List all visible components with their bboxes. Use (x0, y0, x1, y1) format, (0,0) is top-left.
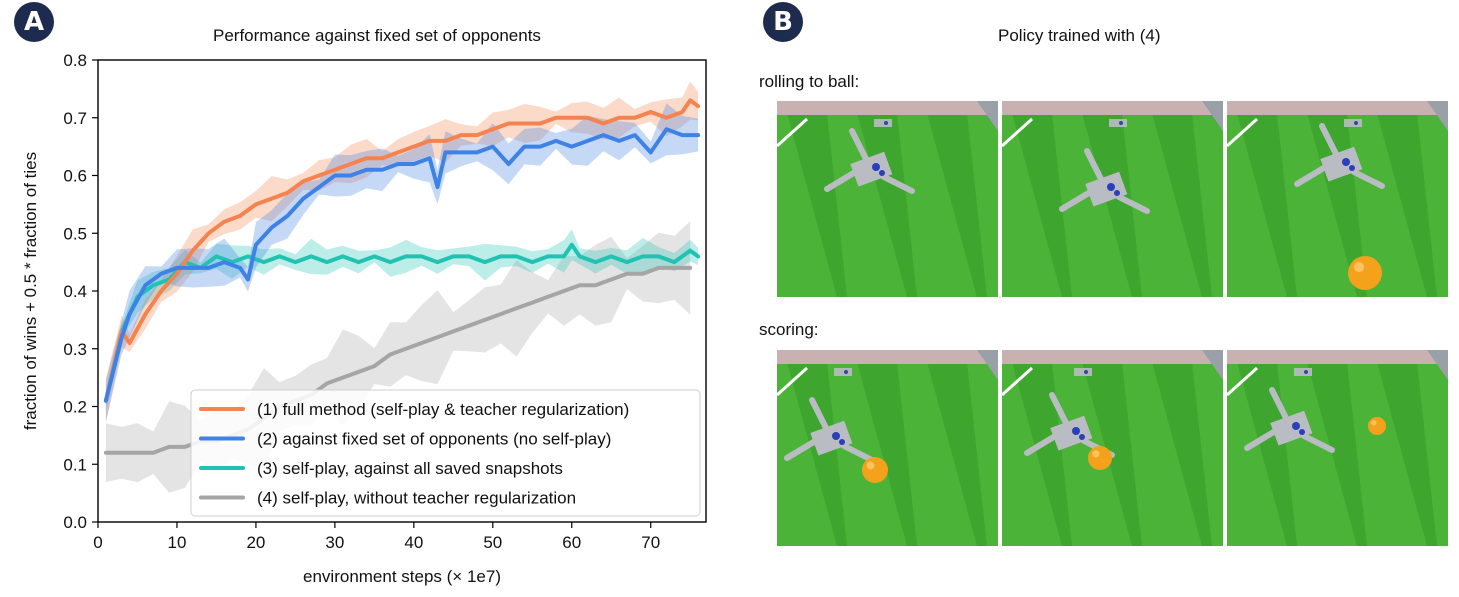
series-1-line (103, 98, 701, 403)
y-tick-label: 0.1 (63, 455, 87, 474)
y-tick-label: 0.2 (63, 398, 87, 417)
frame-rolling-3 (1227, 101, 1448, 297)
series-2-line (103, 127, 701, 403)
y-tick-label: 0.5 (63, 224, 87, 243)
y-tick-label: 0.0 (63, 513, 87, 532)
robot-icon (1059, 148, 1150, 214)
robot-icon (1024, 392, 1115, 458)
panel-b-title: Policy trained with (4) (998, 26, 1161, 45)
x-tick-label: 60 (562, 533, 581, 552)
legend-box (190, 389, 701, 517)
frame-scoring-2 (1002, 350, 1223, 546)
x-tick-label: 50 (483, 533, 502, 552)
x-tick-label: 20 (246, 533, 265, 552)
robot-icon (824, 128, 915, 194)
x-tick-label: 0 (93, 533, 102, 552)
ball-icon (1348, 256, 1382, 290)
legend-label-4: (4) self-play, without teacher regulariz… (257, 489, 576, 508)
chart-title: Performance against fixed set of opponen… (213, 26, 541, 45)
series-3-line (103, 242, 701, 403)
y-tick-label: 0.4 (63, 282, 87, 301)
y-tick-label: 0.3 (63, 340, 87, 359)
y-axis-label: fraction of wins + 0.5 * fraction of tie… (21, 152, 40, 430)
frame-rolling-2 (1002, 101, 1223, 297)
frame-rolling-1 (777, 101, 998, 297)
panel-a-badge: A (14, 2, 54, 42)
frame-scoring-1 (777, 350, 998, 546)
ball-icon (1088, 446, 1112, 470)
panel-b-badge: B (763, 2, 803, 42)
y-tick-label: 0.8 (63, 51, 87, 70)
robot-icon (784, 397, 875, 463)
legend-label-3: (3) self-play, against all saved snapsho… (257, 459, 563, 478)
row-label-rolling: rolling to ball: (759, 72, 860, 91)
x-tick-label: 70 (641, 533, 660, 552)
ball-icon (1368, 417, 1386, 435)
series-3-band (105, 229, 699, 410)
legend-label-1: (1) full method (self-play & teacher reg… (257, 400, 629, 419)
ball-icon (862, 457, 888, 483)
row-label-scoring: scoring: (759, 320, 819, 339)
x-tick-label: 40 (404, 533, 423, 552)
y-tick-label: 0.7 (63, 109, 87, 128)
y-tick-label: 0.6 (63, 167, 87, 186)
x-tick-label: 10 (168, 533, 187, 552)
legend-label-2: (2) against fixed set of opponents (no s… (257, 430, 611, 449)
frame-scoring-3 (1227, 350, 1448, 546)
robot-icon (1244, 387, 1335, 453)
x-tick-label: 30 (325, 533, 344, 552)
x-axis-label: environment steps (× 1e7) (303, 567, 501, 586)
robot-icon (1294, 123, 1385, 189)
performance-chart: 0 10 20 30 40 50 60 70 0.0 0.1 0.2 0.3 0.4 0.5 0.6 0.7 0… (21, 51, 707, 586)
